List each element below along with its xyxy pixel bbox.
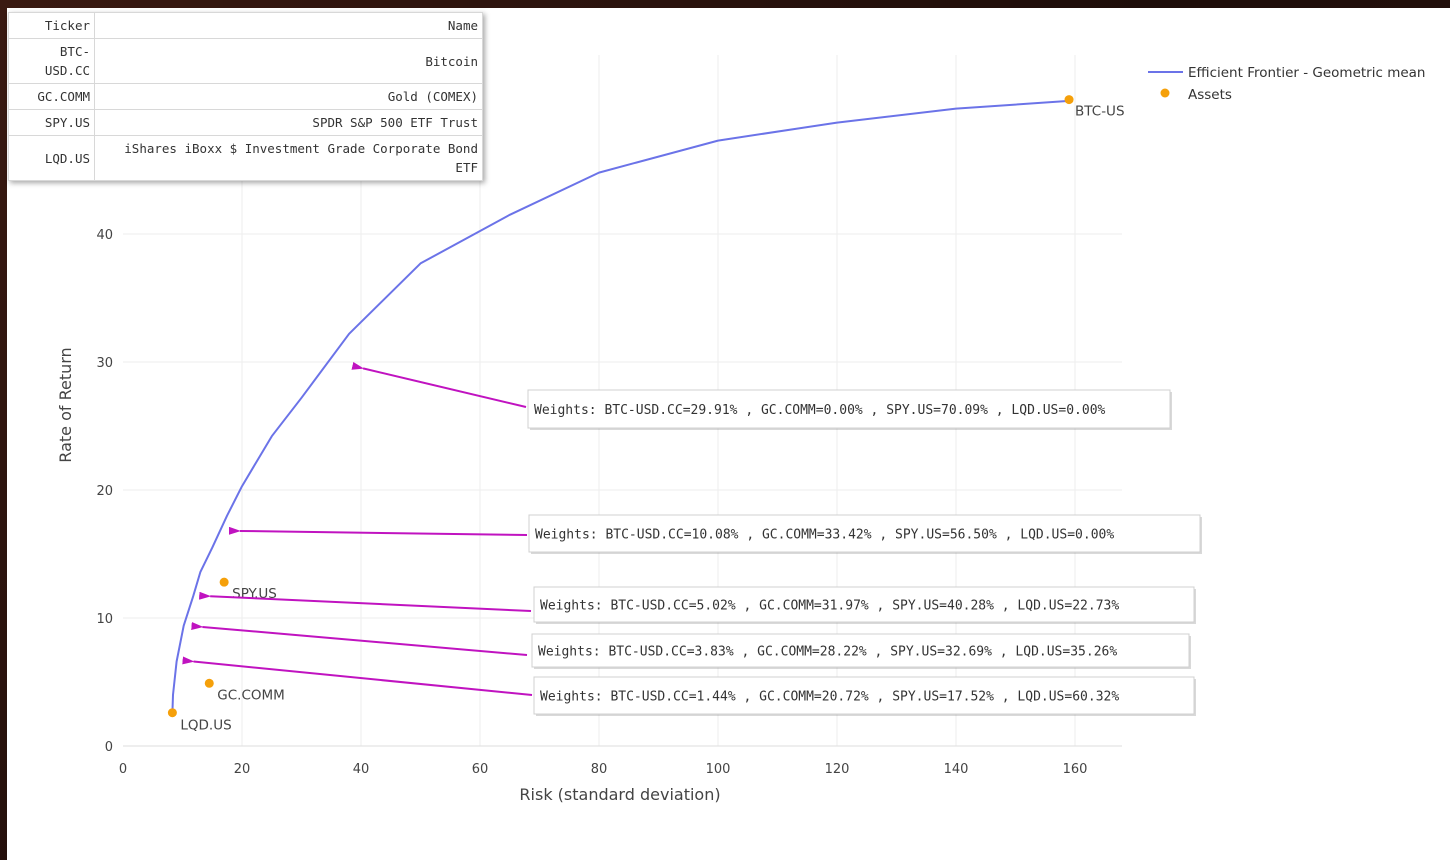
legend-assets-swatch xyxy=(1160,88,1170,98)
y-tick-label: 30 xyxy=(96,356,113,371)
frontier-line xyxy=(171,99,1070,713)
name-cell: Bitcoin xyxy=(94,38,483,84)
ticker-cell: BTC- USD.CC xyxy=(8,38,95,84)
weights-label: Weights: BTC-USD.CC=1.44% , GC.COMM=20.7… xyxy=(540,690,1119,705)
ticker-table: Ticker Name BTC- USD.CC Bitcoin GC.COMM G… xyxy=(8,12,483,181)
legend-assets-label[interactable]: Assets xyxy=(1188,87,1232,103)
ticker-cell: LQD.US xyxy=(8,135,95,181)
weights-box xyxy=(531,633,1190,668)
weights-box xyxy=(533,586,1195,623)
asset-point xyxy=(167,708,177,718)
asset-point xyxy=(1064,95,1074,105)
x-tick-label: 80 xyxy=(591,762,608,777)
table-row: GC.COMM Gold (COMEX) xyxy=(8,83,483,110)
weights-label: Weights: BTC-USD.CC=3.83% , GC.COMM=28.2… xyxy=(538,645,1117,660)
weights-box xyxy=(527,389,1171,429)
legend[interactable]: Efficient Frontier - Geometric mean Asse… xyxy=(1148,65,1425,103)
x-tick-label: 120 xyxy=(825,762,850,777)
table-row: LQD.US iShares iBoxx $ Investment Grade … xyxy=(8,135,483,181)
name-header: Name xyxy=(94,12,483,39)
ticker-cell: SPY.US xyxy=(8,109,95,136)
name-cell: SPDR S&P 500 ETF Trust xyxy=(94,109,483,136)
weights-box xyxy=(533,676,1195,715)
weights-arrow xyxy=(199,591,532,612)
asset-label: GC.COMM xyxy=(217,687,285,703)
asset-point xyxy=(219,577,229,587)
x-tick-label: 100 xyxy=(706,762,731,777)
name-cell: iShares iBoxx $ Investment Grade Corpora… xyxy=(94,135,483,181)
x-axis-title: Risk (standard deviation) xyxy=(519,785,720,804)
y-tick-label: 40 xyxy=(96,228,113,243)
x-tick-label: 60 xyxy=(472,762,489,777)
x-tick-label: 0 xyxy=(119,762,127,777)
x-tick-label: 140 xyxy=(944,762,969,777)
table-header-row: Ticker Name xyxy=(8,12,483,39)
y-tick-label: 20 xyxy=(96,484,113,499)
x-tick-label: 160 xyxy=(1063,762,1088,777)
weights-arrow xyxy=(182,656,533,696)
ticker-text: USD.CC xyxy=(44,63,90,78)
weights-arrow xyxy=(191,622,528,656)
asset-label: BTC-USD.CC xyxy=(1075,104,1158,120)
annotation-layer: Weights: BTC-USD.CC=29.91% , GC.COMM=0.0… xyxy=(182,361,1202,716)
asset-label: LQD.US xyxy=(180,718,231,734)
weights-label: Weights: BTC-USD.CC=10.08% , GC.COMM=33.… xyxy=(535,528,1114,543)
y-axis-title: Rate of Return xyxy=(56,347,75,462)
table-row: SPY.US SPDR S&P 500 ETF Trust xyxy=(8,109,483,136)
y-tick-label: 0 xyxy=(105,740,113,755)
table-row: BTC- USD.CC Bitcoin xyxy=(8,38,483,84)
weights-arrow xyxy=(351,361,527,408)
weights-label: Weights: BTC-USD.CC=29.91% , GC.COMM=0.0… xyxy=(534,403,1106,418)
ticker-text: BTC- xyxy=(59,44,90,59)
y-tick-label: 10 xyxy=(96,612,113,627)
ticker-cell: GC.COMM xyxy=(8,83,95,110)
ticker-header: Ticker xyxy=(8,12,95,39)
tick-layer: 0 20 40 60 80 100 120 140 160 0 10 20 30 40 xyxy=(96,228,1087,777)
legend-frontier-label[interactable]: Efficient Frontier - Geometric mean xyxy=(1188,65,1425,81)
x-tick-label: 40 xyxy=(353,762,370,777)
name-cell: Gold (COMEX) xyxy=(94,83,483,110)
x-tick-label: 20 xyxy=(234,762,251,777)
asset-point xyxy=(204,678,214,688)
weights-arrow xyxy=(228,526,528,536)
weights-box xyxy=(528,514,1201,553)
weights-label: Weights: BTC-USD.CC=5.02% , GC.COMM=31.9… xyxy=(540,599,1119,614)
